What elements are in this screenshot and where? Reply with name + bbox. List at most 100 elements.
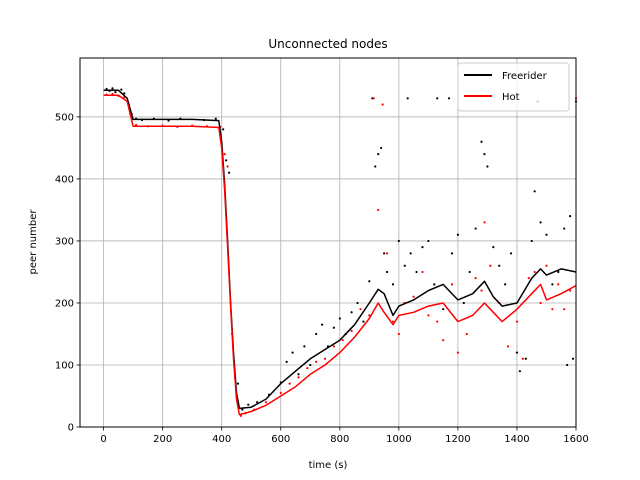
point-hot (557, 283, 560, 286)
point-freerider (406, 97, 409, 100)
point-freerider (563, 227, 566, 230)
point-freerider (247, 403, 250, 406)
point-freerider (518, 370, 522, 373)
point-hot (421, 270, 424, 274)
point-hot (427, 314, 430, 317)
point-hot (385, 252, 389, 255)
point-freerider (492, 246, 495, 249)
point-freerider (571, 357, 575, 360)
point-freerider (309, 363, 312, 367)
point-freerider (486, 165, 489, 168)
point-hot (412, 295, 415, 298)
point-hot (315, 360, 318, 363)
point-hot (288, 382, 291, 385)
point-freerider (442, 308, 445, 311)
point-hot (533, 270, 536, 274)
x-tick-label: 1400 (504, 434, 529, 445)
x-tick-label: 200 (153, 434, 172, 445)
point-hot (341, 339, 344, 342)
point-hot (332, 345, 336, 348)
point-freerider (566, 363, 569, 367)
x-tick-label: 1600 (563, 434, 588, 445)
point-freerider (338, 317, 341, 320)
point-freerider (114, 91, 117, 94)
point-freerider (524, 357, 527, 360)
y-tick-label: 500 (55, 112, 74, 123)
point-freerider (225, 159, 228, 162)
point-freerider (332, 326, 336, 329)
x-tick-label: 0 (100, 434, 106, 445)
y-tick-label: 200 (55, 298, 74, 309)
point-freerider (421, 246, 424, 249)
point-freerider (530, 239, 533, 243)
point-freerider (504, 283, 507, 286)
point-hot (563, 308, 566, 311)
point-hot (474, 277, 477, 280)
point-hot (456, 351, 460, 354)
point-freerider (236, 382, 240, 385)
point-hot (239, 414, 243, 417)
x-tick-label: 1000 (386, 434, 411, 445)
point-hot (377, 208, 380, 212)
point-hot (372, 97, 375, 100)
point-hot (539, 301, 542, 305)
point-freerider (391, 283, 395, 286)
y-tick-label: 300 (55, 236, 74, 247)
point-hot (306, 366, 309, 370)
point-hot (527, 277, 530, 280)
line-layer (103, 89, 577, 416)
point-freerider (356, 301, 359, 305)
point-freerider (468, 270, 471, 274)
x-axis: 0 200 400 600 800 1000 1200 1400 1600 (100, 427, 589, 445)
point-freerider (436, 97, 439, 100)
point-hot (359, 308, 362, 311)
point-freerider (447, 97, 451, 100)
point-freerider (285, 360, 288, 363)
x-tick-label: 1200 (445, 434, 470, 445)
point-freerider (227, 171, 231, 174)
point-hot (368, 314, 371, 317)
point-freerider (450, 252, 454, 255)
point-freerider (515, 351, 519, 354)
point-freerider (214, 117, 217, 120)
point-freerider (297, 373, 300, 376)
point-hot (397, 332, 400, 336)
point-freerider (568, 215, 572, 218)
series-line-hot (103, 94, 577, 416)
point-freerider (256, 401, 259, 404)
legend-label-hot: Hot (502, 92, 520, 103)
point-hot (226, 165, 229, 168)
point-freerider (303, 345, 306, 348)
point-hot (489, 264, 492, 267)
point-freerider (320, 323, 324, 326)
y-axis: 0 100 200 300 400 500 (55, 112, 80, 434)
point-hot (323, 357, 327, 360)
point-freerider (120, 88, 123, 91)
point-freerider (380, 146, 383, 150)
point-freerider (291, 351, 294, 354)
point-freerider (382, 252, 386, 255)
plot-frame (79, 57, 577, 428)
point-freerider (368, 280, 371, 283)
point-freerider (539, 221, 542, 224)
legend: Freerider Hot (457, 62, 570, 112)
point-freerider (433, 283, 436, 286)
point-freerider (557, 270, 560, 274)
point-freerider (315, 332, 318, 336)
point-hot (442, 339, 445, 342)
x-tick-label: 400 (212, 434, 231, 445)
point-freerider (385, 270, 389, 274)
point-freerider (415, 270, 418, 274)
point-hot (480, 289, 483, 292)
point-freerider (483, 153, 486, 156)
y-tick-label: 0 (68, 423, 74, 434)
point-hot (279, 391, 282, 394)
x-axis-title: time (s) (309, 460, 348, 471)
point-hot (551, 308, 554, 311)
point-hot (465, 332, 468, 336)
x-tick-label: 600 (271, 434, 290, 445)
point-freerider (456, 233, 460, 236)
point-freerider (362, 320, 365, 323)
point-hot (515, 320, 519, 323)
